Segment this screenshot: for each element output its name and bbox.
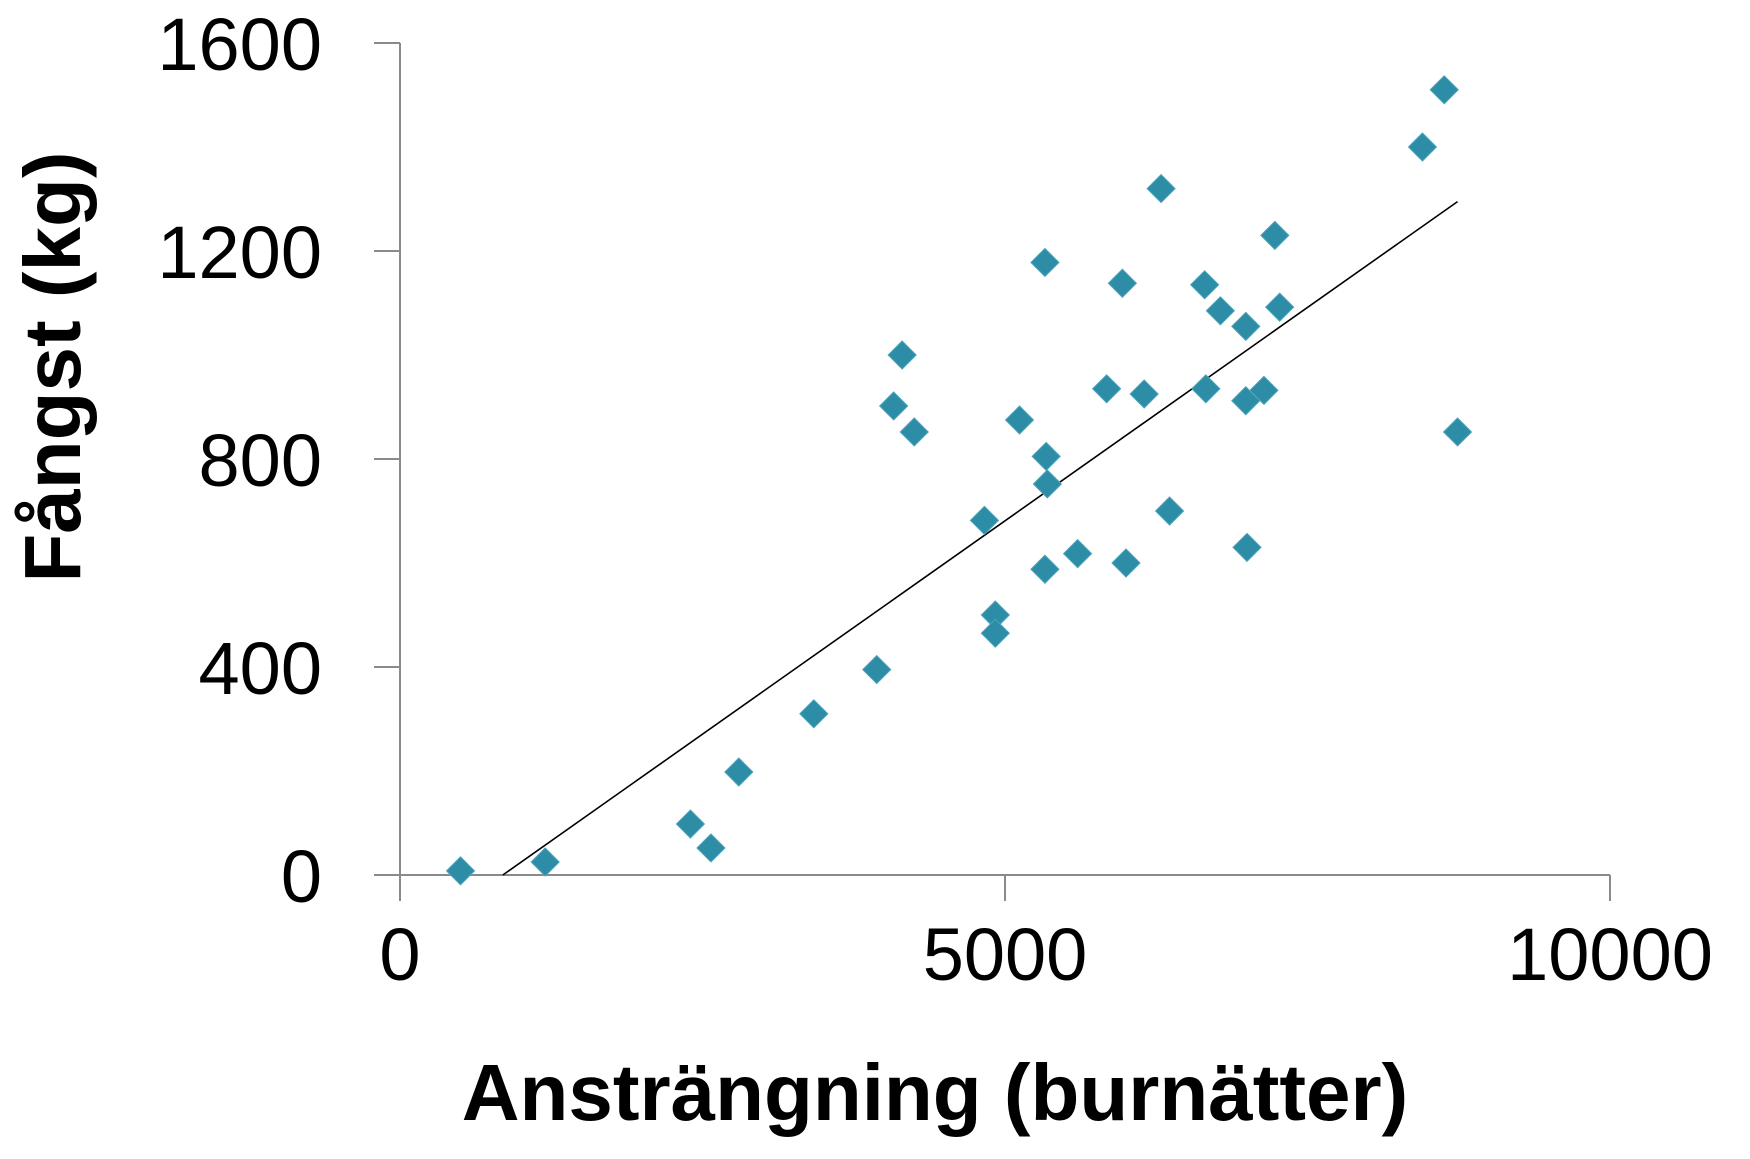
data-point — [1189, 270, 1220, 300]
data-point — [696, 833, 726, 863]
data-point — [1191, 374, 1221, 404]
data-point — [1062, 538, 1093, 569]
data-point — [1091, 374, 1122, 404]
y-tick-label: 0 — [281, 835, 322, 918]
data-point — [1205, 296, 1236, 326]
x-tick-label: 0 — [379, 913, 420, 996]
data-point — [1231, 311, 1261, 342]
data-point — [1030, 247, 1060, 278]
x-axis-title: Ansträngning (burnätter) — [462, 1048, 1409, 1137]
data-point — [1407, 132, 1438, 162]
y-axis-title: Fångst (kg) — [8, 151, 97, 582]
data-point — [1031, 441, 1061, 472]
data-point — [1264, 292, 1295, 322]
data-point — [1154, 496, 1185, 526]
y-tick-label: 400 — [199, 627, 322, 710]
y-axis: 0 400 800 1200 1600 — [157, 3, 401, 918]
x-axis: 0 5000 10000 — [374, 874, 1713, 996]
data-point — [1249, 375, 1279, 406]
data-point — [1032, 469, 1063, 499]
data-point — [969, 505, 1000, 536]
data-point — [887, 340, 917, 370]
data-points — [445, 75, 1473, 886]
y-tick-label: 1200 — [157, 211, 322, 294]
data-point — [1232, 532, 1262, 563]
data-point — [1260, 220, 1290, 251]
data-point — [1146, 173, 1176, 204]
data-point — [1030, 554, 1060, 584]
data-point — [1429, 75, 1459, 105]
data-point — [1004, 405, 1035, 435]
data-point — [878, 391, 909, 421]
y-tick-label: 1600 — [157, 3, 322, 86]
data-point — [1111, 548, 1141, 578]
trend-line — [502, 200, 1459, 876]
data-point — [980, 618, 1011, 648]
data-point — [1107, 268, 1138, 298]
data-point — [445, 856, 476, 886]
data-point — [862, 654, 892, 685]
data-point — [1129, 379, 1159, 409]
data-point — [899, 417, 929, 447]
x-tick-label: 5000 — [923, 913, 1088, 996]
data-point — [799, 699, 829, 729]
x-tick-label: 10000 — [1507, 913, 1713, 996]
data-point — [530, 847, 560, 877]
y-tick-label: 800 — [199, 419, 322, 502]
data-point — [675, 809, 706, 839]
data-point — [1442, 417, 1473, 447]
data-point — [724, 757, 754, 787]
